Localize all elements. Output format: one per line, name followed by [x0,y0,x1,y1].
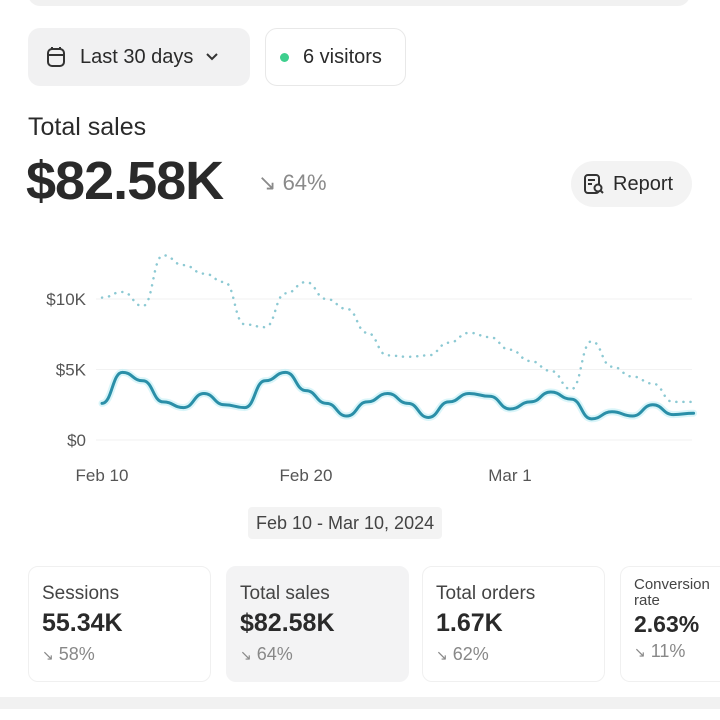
card-change: ↘ 58% [42,644,95,664]
arrow-down-right-icon: ↘ [634,644,646,660]
card-change: ↘ 64% [240,644,293,664]
metric-card-conversion-rate[interactable]: Conversion rate 2.63% ↘ 11% [620,566,720,682]
arrow-down-right-icon: ↘ [258,170,277,195]
report-search-icon [584,174,604,194]
metric-card-total-sales[interactable]: Total sales $82.58K ↘ 64% [226,566,409,682]
date-range-selector[interactable]: Last 30 days [28,28,250,86]
card-label: Sessions [42,583,120,604]
metric-change: ↘ 64% [258,170,327,195]
x-tick-label: Feb 10 [76,466,129,485]
metric-card-sessions[interactable]: Sessions 55.34K ↘ 58% [28,566,211,682]
current-period-line [100,370,696,421]
arrow-down-right-icon: ↘ [436,647,448,663]
live-visitors-button[interactable]: 6 visitors [265,28,406,86]
metric-value: $82.58K [26,151,224,211]
card-change: ↘ 11% [634,641,686,661]
y-tick-label: $5K [56,361,87,380]
live-status-dot [280,52,289,62]
arrow-down-right-icon: ↘ [240,647,252,663]
chevron-down-icon [206,53,219,61]
x-tick-label: Feb 20 [280,466,333,485]
card-label: Total orders [436,583,536,604]
date-range-label: Last 30 days [80,45,194,68]
card-change: ↘ 62% [436,644,489,664]
card-value: 55.34K [42,609,123,637]
previous-period-line [100,254,695,404]
report-label: Report [613,172,674,195]
visitors-label: 6 visitors [303,45,382,68]
bottom-divider [0,697,720,709]
current-period-glow [98,368,698,423]
calendar-icon [47,47,65,67]
sales-line-chart: $10K $5K $0 Feb 10 Feb 20 Mar 1 [46,254,698,485]
card-label: Conversion rate [634,576,710,609]
card-value: $82.58K [240,609,335,637]
x-tick-label: Mar 1 [488,466,531,485]
card-value: 1.67K [436,609,503,637]
arrow-down-right-icon: ↘ [42,647,54,663]
metric-title: Total sales [28,113,147,141]
report-button[interactable]: Report [571,161,692,207]
card-label: Total sales [240,583,330,604]
y-tick-label: $0 [67,431,86,450]
metric-card-total-orders[interactable]: Total orders 1.67K ↘ 62% [422,566,605,682]
card-value: 2.63% [634,611,700,637]
top-search-bar[interactable] [28,0,690,6]
y-tick-label: $10K [46,290,86,309]
chart-date-range: Feb 10 - Mar 10, 2024 [248,507,443,539]
